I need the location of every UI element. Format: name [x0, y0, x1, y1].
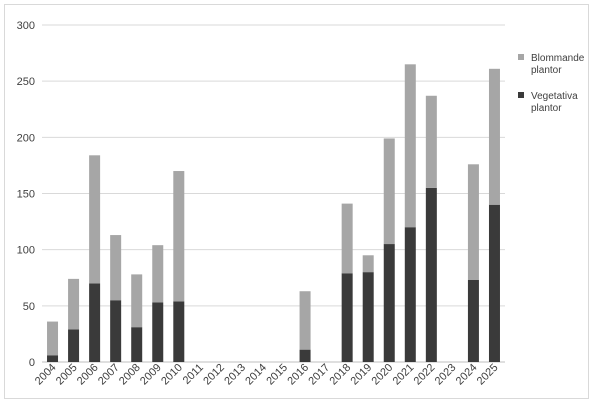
bar-blommande-2025: [488, 68, 500, 205]
x-tick-label: 2023: [433, 362, 459, 388]
x-tick-label: 2017: [306, 362, 332, 388]
x-tick-label: 2012: [201, 362, 227, 388]
legend-swatch: [518, 54, 524, 60]
bar-vegetativa-2021: [404, 227, 416, 362]
x-axis-ticks: 2004200520062007200820092010201120122013…: [33, 362, 501, 388]
bar-blommande-2018: [341, 203, 353, 274]
bar-blommande-2020: [383, 138, 395, 245]
x-tick-label: 2020: [370, 362, 396, 388]
bar-blommande-2024: [467, 164, 479, 280]
bar-blommande-2006: [89, 155, 101, 284]
y-axis-ticks: 0 50 100 150 200 250 300: [17, 20, 35, 369]
bars: [47, 64, 500, 362]
bar-vegetativa-2005: [68, 329, 80, 362]
legend-swatch: [518, 92, 524, 98]
y-tick-label: 300: [17, 20, 35, 32]
y-tick-label: 250: [17, 76, 35, 88]
x-tick-label: 2006: [75, 362, 101, 388]
x-tick-label: 2005: [54, 362, 80, 388]
legend-label: plantor: [531, 103, 562, 114]
y-tick-label: 100: [17, 245, 35, 257]
x-tick-label: 2022: [412, 362, 438, 388]
bar-vegetativa-2009: [152, 302, 164, 362]
chart-frame: 0 50 100 150 200 250 300 2004 2005 2006 2007 2008 2…: [4, 4, 589, 399]
x-tick-label: 2015: [264, 362, 290, 388]
bar-vegetativa-2007: [110, 300, 122, 362]
bar-vegetativa-2020: [383, 244, 395, 362]
bar-vegetativa-2024: [467, 279, 479, 362]
x-tick-label: 2009: [138, 362, 164, 388]
bar-vegetativa-2018: [341, 273, 353, 362]
x-tick-label: 2007: [96, 362, 122, 388]
x-tick-label: 2014: [243, 362, 269, 388]
bar-vegetativa-2019: [362, 272, 374, 362]
bar-vegetativa-2025: [488, 204, 500, 362]
bar-vegetativa-2022: [425, 187, 437, 362]
x-tick-label: 2004: [33, 362, 59, 388]
bar-blommande-2021: [404, 64, 416, 228]
bar-vegetativa-2016: [299, 349, 311, 362]
x-tick-label: 2016: [285, 362, 311, 388]
x-tick-label: 2019: [349, 362, 375, 388]
bar-blommande-2022: [425, 95, 437, 188]
bar-blommande-2007: [110, 235, 122, 301]
y-tick-label: 150: [17, 189, 35, 201]
bar-vegetativa-2006: [89, 283, 101, 362]
y-tick-label: 200: [17, 132, 35, 144]
y-tick-label: 0: [29, 357, 35, 369]
bar-blommande-2004: [47, 321, 59, 356]
x-tick-label: 2008: [117, 362, 143, 388]
bar-vegetativa-2008: [131, 327, 143, 362]
x-tick-label: 2025: [475, 362, 501, 388]
y-tick-label: 50: [23, 301, 35, 313]
x-tick-label: 2024: [454, 362, 480, 388]
x-tick-label: 2018: [327, 362, 353, 388]
legend-label: plantor: [531, 65, 562, 76]
x-tick-label: 2011: [181, 362, 206, 387]
bar-vegetativa-2004: [47, 355, 59, 362]
legend-label: Vegetativa: [531, 91, 578, 102]
x-tick-label: 2010: [159, 362, 185, 388]
x-tick-label: 2021: [391, 362, 417, 388]
bar-blommande-2010: [173, 171, 185, 302]
bar-blommande-2008: [131, 274, 143, 328]
bar-blommande-2019: [362, 255, 374, 273]
bar-blommande-2005: [68, 278, 80, 330]
x-tick-label: 2013: [222, 362, 248, 388]
bar-vegetativa-2010: [173, 301, 185, 362]
bar-blommande-2016: [299, 291, 311, 350]
bar-blommande-2009: [152, 245, 164, 303]
legend-label: Blommande: [531, 53, 585, 64]
